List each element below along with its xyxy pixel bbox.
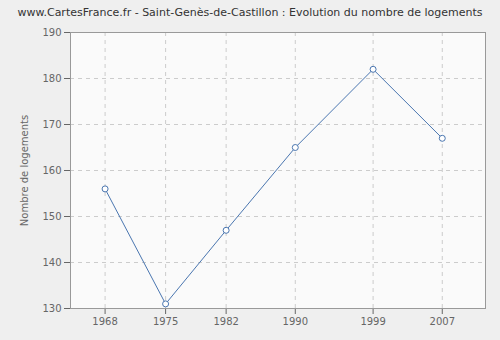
svg-text:130: 130 [42,303,61,314]
svg-text:170: 170 [42,119,61,130]
svg-text:190: 190 [42,27,61,38]
html-text:www.CartesFrance.fr - Saint-Ge: www.CartesFrance.fr - Saint-Genès-de-Cas… [17,6,483,19]
svg-text:180: 180 [42,73,61,84]
svg-text:1968: 1968 [92,316,117,327]
svg-text:1999: 1999 [360,316,385,327]
svg-text:1990: 1990 [283,316,308,327]
svg-text:1975: 1975 [153,316,178,327]
svg-text:1982: 1982 [213,316,238,327]
svg-text:140: 140 [42,257,61,268]
svg-text:2007: 2007 [430,316,455,327]
svg-text:150: 150 [42,211,61,222]
svg-text:Nombre de logements: Nombre de logements [19,115,30,226]
svg-text:160: 160 [42,165,61,176]
